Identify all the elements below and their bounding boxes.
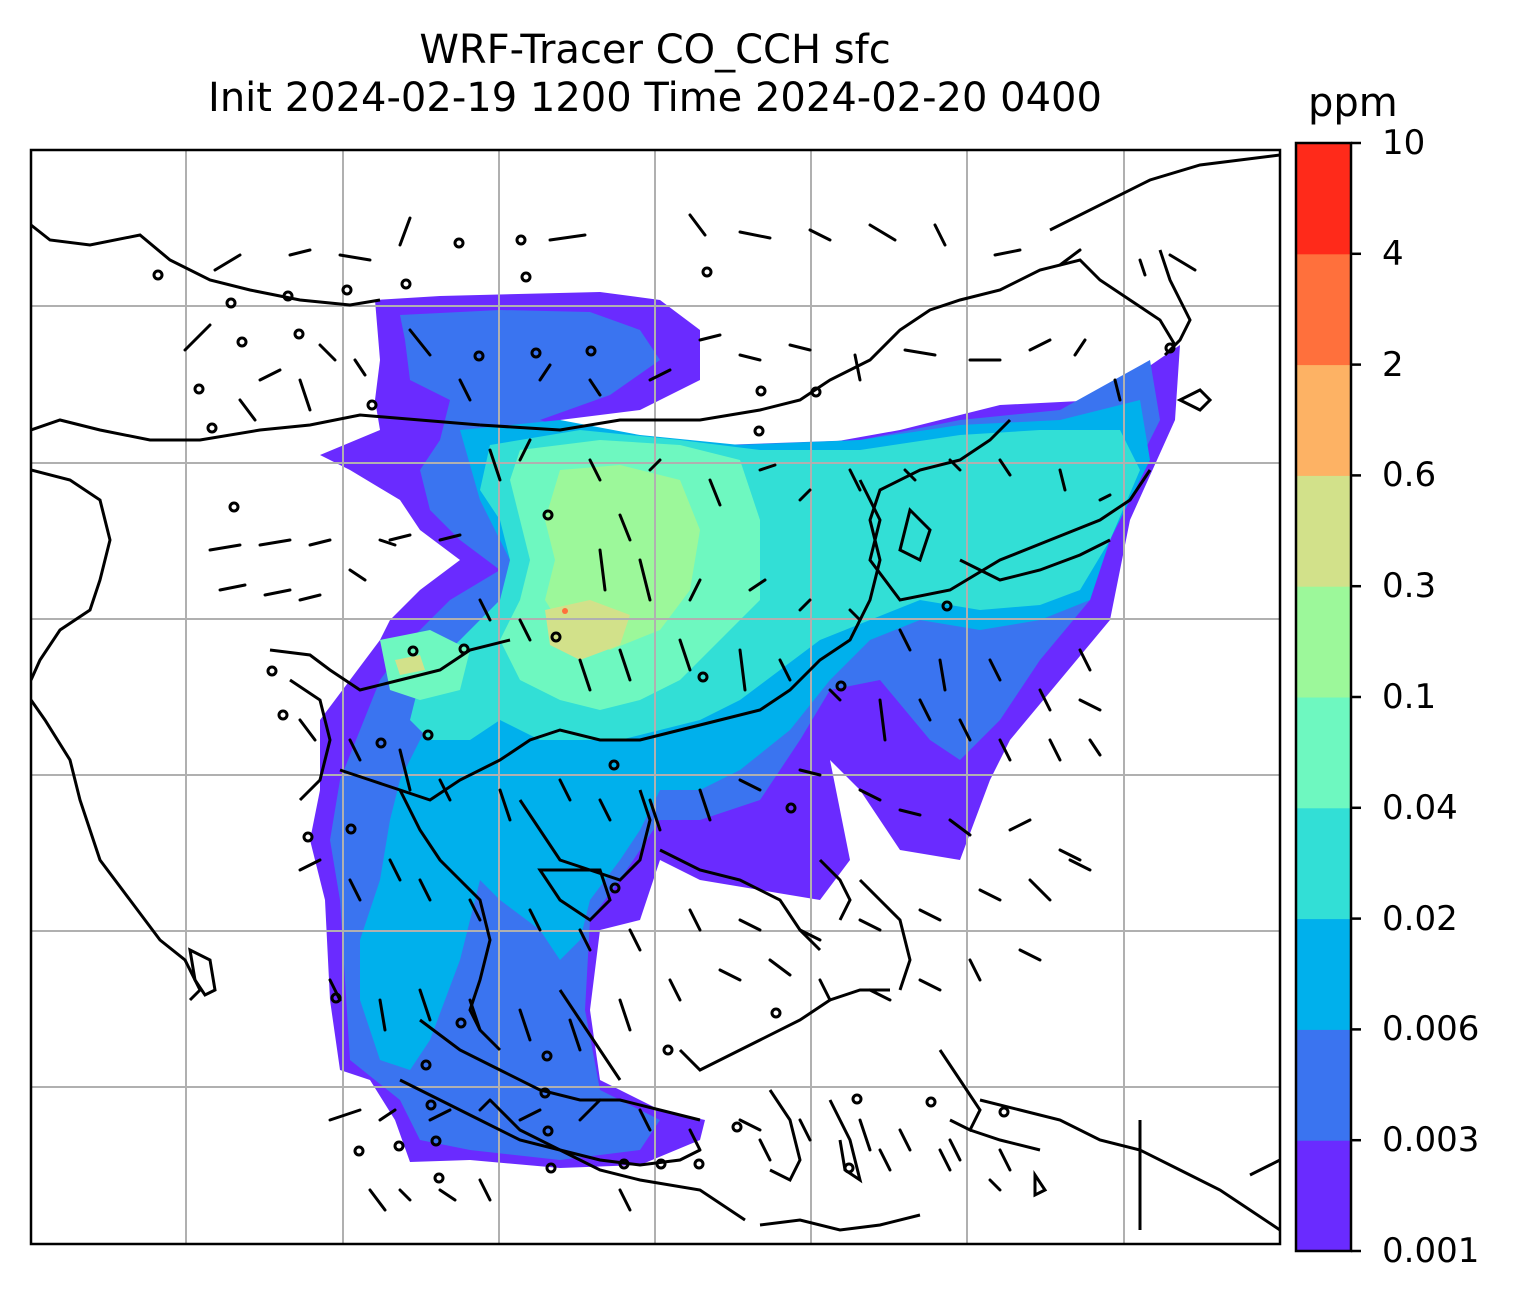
colorbar-tick-label: 2 (1382, 344, 1404, 385)
wind-barbs (183, 213, 1197, 1212)
colorbar-segment (1296, 807, 1351, 920)
field-level-0.04b (380, 630, 470, 700)
field-level-2-spot (562, 608, 568, 614)
colorbar-segment (1296, 143, 1351, 255)
coastlines (31, 153, 1280, 1232)
colorbar-tick-label: 10 (1382, 123, 1426, 163)
title-line-1: WRF-Tracer CO_CCH sfc (419, 27, 891, 73)
colorbar-segment (1296, 1029, 1351, 1141)
colorbar-tick-label: 0.006 (1382, 1009, 1480, 1050)
map-title: WRF-Tracer CO_CCH sfc Init 2024-02-19 12… (30, 26, 1280, 122)
colorbar-segment (1296, 364, 1351, 476)
colorbar-tick-label: 0.001 (1382, 1231, 1480, 1271)
graticule (31, 150, 1280, 1244)
colorbar-segment (1296, 586, 1351, 698)
colorbar-segment (1296, 1140, 1351, 1252)
field-level-0.3b (395, 655, 425, 675)
colorbar (1294, 141, 1361, 1253)
colorbar-tick-label: 0.3 (1382, 566, 1437, 607)
colorbar-tick-label: 0.6 (1382, 455, 1437, 496)
colorbar-unit-label: ppm (1308, 80, 1398, 126)
colorbar-segment (1296, 918, 1351, 1030)
colorbar-tick-label: 4 (1382, 233, 1404, 274)
colorbar-tick-label: 0.1 (1382, 677, 1437, 717)
colorbar-segment (1296, 253, 1351, 366)
calm-wind-circles (152, 234, 1176, 1184)
colorbar-tick-label: 0.04 (1382, 787, 1458, 828)
colorbar-tick-label: 0.02 (1382, 898, 1458, 939)
colorbar-tick-label: 0.003 (1382, 1120, 1480, 1161)
tracer-concentration-field (310, 292, 1180, 1168)
plot-frame (29, 148, 1282, 1246)
title-line-2: Init 2024-02-19 1200 Time 2024-02-20 040… (208, 75, 1102, 121)
colorbar-segment (1296, 697, 1351, 809)
colorbar-segment (1296, 475, 1351, 587)
field-level-0.3 (545, 600, 630, 660)
